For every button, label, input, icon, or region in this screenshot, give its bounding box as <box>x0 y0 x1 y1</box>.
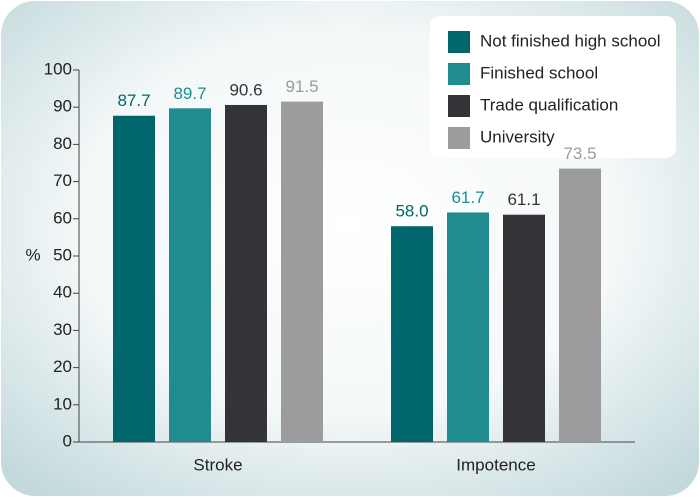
data-label: 73.5 <box>563 144 596 163</box>
y-tick-label: 60 <box>53 208 72 227</box>
data-label: 91.5 <box>285 77 318 96</box>
y-tick-label: 100 <box>44 59 72 78</box>
data-label: 61.7 <box>451 188 484 207</box>
data-label: 90.6 <box>229 80 262 99</box>
x-tick-label: Stroke <box>193 455 242 474</box>
y-tick-label: 90 <box>53 97 72 116</box>
legend-box <box>430 16 676 158</box>
data-label: 61.1 <box>507 190 540 209</box>
y-axis-label: % <box>25 245 40 264</box>
y-tick-label: 10 <box>53 394 72 413</box>
bar <box>281 101 323 443</box>
y-tick-label: 0 <box>63 431 72 450</box>
bar <box>503 214 545 442</box>
legend-label: Not finished high school <box>480 31 661 50</box>
bar <box>447 212 489 442</box>
legend-swatch <box>448 95 470 117</box>
data-label: 89.7 <box>173 84 206 103</box>
legend-label: Finished school <box>480 63 598 82</box>
legend-swatch <box>448 127 470 149</box>
legend-label: Trade qualification <box>480 95 618 114</box>
y-tick-label: 50 <box>53 245 72 264</box>
data-label: 58.0 <box>395 202 428 221</box>
legend-label: University <box>480 127 555 146</box>
y-tick-label: 30 <box>53 320 72 339</box>
legend-swatch <box>448 31 470 53</box>
bar <box>559 168 601 442</box>
x-tick-label: Impotence <box>456 455 535 474</box>
y-tick-label: 40 <box>53 283 72 302</box>
bar <box>225 104 267 442</box>
legend-swatch <box>448 63 470 85</box>
bar <box>169 108 211 442</box>
bar <box>113 115 155 443</box>
bar <box>391 226 433 442</box>
y-tick-label: 80 <box>53 134 72 153</box>
y-tick-label: 20 <box>53 357 72 376</box>
data-label: 87.7 <box>117 91 150 110</box>
y-tick-label: 70 <box>53 171 72 190</box>
